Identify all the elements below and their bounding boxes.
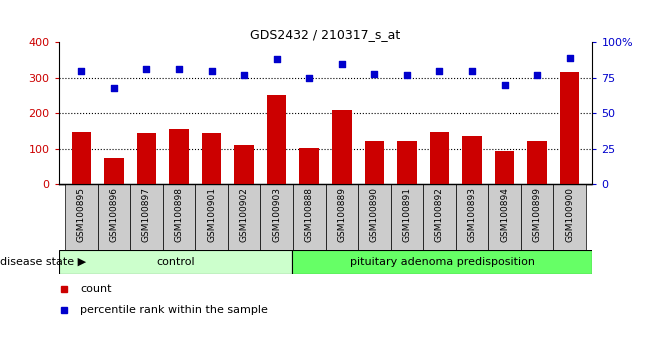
- Point: [109, 85, 119, 91]
- Bar: [430, 132, 449, 184]
- Bar: [137, 133, 156, 184]
- Text: count: count: [80, 284, 111, 293]
- Bar: [397, 141, 417, 184]
- Bar: [299, 148, 319, 184]
- Point: [141, 67, 152, 72]
- Bar: [391, 184, 423, 250]
- Bar: [456, 184, 488, 250]
- Text: GSM100897: GSM100897: [142, 187, 151, 242]
- Bar: [98, 184, 130, 250]
- Text: control: control: [156, 257, 195, 267]
- Text: GSM100888: GSM100888: [305, 187, 314, 242]
- Bar: [495, 151, 514, 184]
- Title: GDS2432 / 210317_s_at: GDS2432 / 210317_s_at: [251, 28, 400, 41]
- Bar: [462, 136, 482, 184]
- Bar: [358, 184, 391, 250]
- Text: GSM100890: GSM100890: [370, 187, 379, 242]
- Text: GSM100896: GSM100896: [109, 187, 118, 242]
- Point: [532, 72, 542, 78]
- Bar: [553, 184, 586, 250]
- Bar: [169, 129, 189, 184]
- Bar: [163, 184, 195, 250]
- Text: percentile rank within the sample: percentile rank within the sample: [80, 305, 268, 315]
- Bar: [326, 184, 358, 250]
- Bar: [104, 158, 124, 184]
- Text: GSM100891: GSM100891: [402, 187, 411, 242]
- Text: GSM100892: GSM100892: [435, 187, 444, 242]
- Bar: [72, 132, 91, 184]
- Text: GSM100893: GSM100893: [467, 187, 477, 242]
- Point: [467, 68, 477, 74]
- Bar: [560, 72, 579, 184]
- Bar: [365, 141, 384, 184]
- Point: [304, 75, 314, 81]
- Point: [402, 72, 412, 78]
- Point: [271, 57, 282, 62]
- Bar: [293, 184, 326, 250]
- Bar: [488, 184, 521, 250]
- Text: GSM100894: GSM100894: [500, 187, 509, 242]
- Text: pituitary adenoma predisposition: pituitary adenoma predisposition: [350, 257, 534, 267]
- Bar: [260, 184, 293, 250]
- Point: [499, 82, 510, 88]
- Bar: [59, 250, 292, 274]
- Text: disease state ▶: disease state ▶: [0, 257, 86, 267]
- Bar: [65, 184, 98, 250]
- Bar: [234, 145, 254, 184]
- Text: GSM100901: GSM100901: [207, 187, 216, 242]
- Text: GSM100899: GSM100899: [533, 187, 542, 242]
- Bar: [332, 110, 352, 184]
- Bar: [527, 141, 547, 184]
- Point: [434, 68, 445, 74]
- Bar: [202, 133, 221, 184]
- Point: [564, 55, 575, 61]
- Text: GSM100900: GSM100900: [565, 187, 574, 242]
- Point: [337, 61, 347, 67]
- Text: GSM100895: GSM100895: [77, 187, 86, 242]
- Point: [239, 72, 249, 78]
- Point: [369, 71, 380, 76]
- Bar: [267, 95, 286, 184]
- Bar: [521, 184, 553, 250]
- Text: GSM100903: GSM100903: [272, 187, 281, 242]
- Text: GSM100889: GSM100889: [337, 187, 346, 242]
- Point: [206, 68, 217, 74]
- Point: [76, 68, 87, 74]
- Text: GSM100902: GSM100902: [240, 187, 249, 242]
- Bar: [423, 184, 456, 250]
- Point: [174, 67, 184, 72]
- Bar: [195, 184, 228, 250]
- Bar: [292, 250, 592, 274]
- Bar: [130, 184, 163, 250]
- Text: GSM100898: GSM100898: [174, 187, 184, 242]
- Bar: [228, 184, 260, 250]
